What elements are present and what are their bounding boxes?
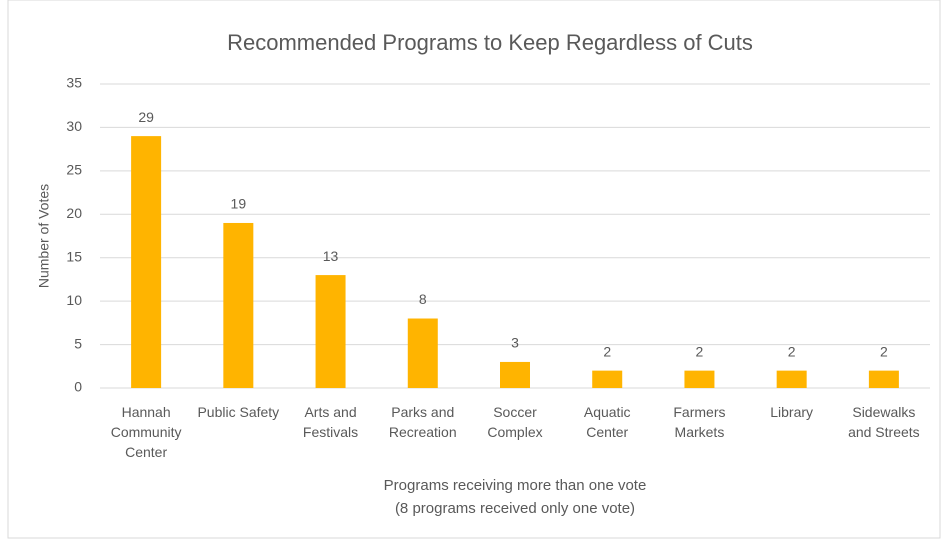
y-tick-label: 10 <box>66 292 82 308</box>
y-tick-label: 20 <box>66 205 82 221</box>
y-tick-label: 0 <box>74 379 82 395</box>
data-label: 29 <box>138 109 154 125</box>
data-label: 2 <box>696 343 704 359</box>
y-tick-label: 30 <box>66 118 82 134</box>
y-tick-label: 35 <box>66 75 82 91</box>
data-label: 3 <box>511 335 519 351</box>
bar <box>868 370 899 388</box>
bar <box>776 370 807 388</box>
bar <box>592 370 623 388</box>
data-label: 2 <box>603 343 611 359</box>
x-tick-label: Farmers Markets <box>673 404 726 440</box>
bar <box>131 136 162 388</box>
bar <box>500 361 530 388</box>
x-axis-note: (8 programs received only one vote) <box>394 500 636 517</box>
y-tick-label: 5 <box>74 335 82 351</box>
x-tick-label: Hannah Community Center <box>110 404 182 460</box>
y-axis-label: Number of Votes <box>36 184 52 288</box>
x-tick-label: Parks and Recreation <box>388 404 457 440</box>
y-tick-label: 25 <box>66 162 82 178</box>
x-tick-label: Arts and Festivals <box>302 404 359 440</box>
data-label: 19 <box>231 196 247 212</box>
data-label: 8 <box>419 291 427 307</box>
data-label: 2 <box>880 343 888 359</box>
y-tick-label: 15 <box>66 248 82 264</box>
data-label: 2 <box>788 343 796 359</box>
chart-title: Recommended Programs to Keep Regardless … <box>227 30 753 55</box>
bar <box>684 370 715 388</box>
x-axis-label: Programs receiving more than one vote <box>383 477 647 494</box>
data-label: 13 <box>323 248 339 264</box>
x-tick-label: Library <box>770 404 814 420</box>
x-tick-label: Soccer Complex <box>487 404 543 440</box>
x-tick-label: Sidewalks and Streets <box>848 404 920 440</box>
chart-border <box>7 0 941 539</box>
bar <box>315 275 346 388</box>
x-tick-label: Public Safety <box>197 404 280 420</box>
bar <box>407 318 438 388</box>
bar <box>223 222 254 388</box>
x-tick-label: Aquatic Center <box>583 404 631 440</box>
